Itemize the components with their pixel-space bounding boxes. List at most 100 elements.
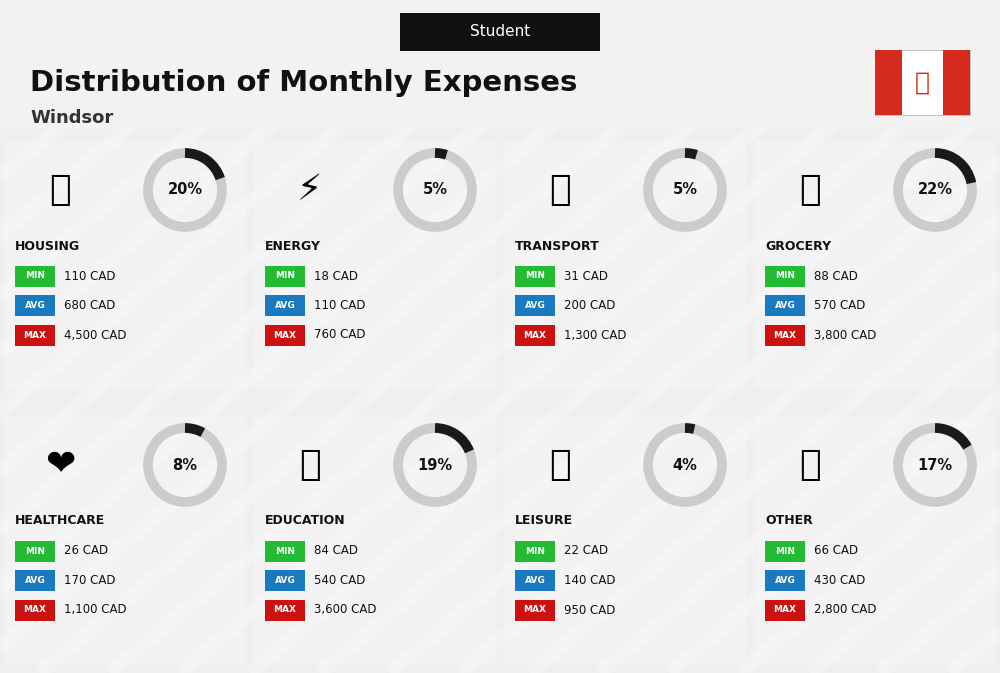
Text: MIN: MIN: [775, 271, 795, 281]
Text: Windsor: Windsor: [30, 109, 113, 127]
FancyBboxPatch shape: [15, 266, 55, 287]
Text: 200 CAD: 200 CAD: [564, 299, 615, 312]
FancyBboxPatch shape: [254, 417, 496, 664]
Text: 🎓: 🎓: [299, 448, 321, 482]
Text: MIN: MIN: [275, 546, 295, 555]
FancyBboxPatch shape: [765, 540, 805, 561]
Text: 💰: 💰: [799, 448, 821, 482]
FancyBboxPatch shape: [765, 324, 805, 345]
Text: HOUSING: HOUSING: [15, 240, 80, 252]
Text: 17%: 17%: [917, 458, 953, 472]
FancyBboxPatch shape: [265, 600, 305, 621]
FancyBboxPatch shape: [875, 50, 970, 115]
Text: 19%: 19%: [417, 458, 453, 472]
FancyBboxPatch shape: [254, 142, 496, 389]
Text: 5%: 5%: [672, 182, 698, 197]
Text: ❤: ❤: [45, 448, 75, 482]
Text: 110 CAD: 110 CAD: [314, 299, 365, 312]
Text: 22%: 22%: [918, 182, 952, 197]
Text: AVG: AVG: [775, 576, 795, 585]
Text: MAX: MAX: [274, 606, 296, 614]
Text: MIN: MIN: [525, 271, 545, 281]
FancyBboxPatch shape: [15, 295, 55, 316]
FancyBboxPatch shape: [515, 600, 555, 621]
Text: MAX: MAX: [24, 606, 46, 614]
Text: LEISURE: LEISURE: [515, 514, 573, 528]
FancyBboxPatch shape: [765, 600, 805, 621]
FancyBboxPatch shape: [265, 266, 305, 287]
Text: TRANSPORT: TRANSPORT: [515, 240, 600, 252]
Text: OTHER: OTHER: [765, 514, 813, 528]
FancyBboxPatch shape: [504, 142, 746, 389]
Text: 140 CAD: 140 CAD: [564, 574, 616, 587]
Text: ⚡: ⚡: [297, 173, 323, 207]
Text: 26 CAD: 26 CAD: [64, 544, 108, 557]
FancyBboxPatch shape: [943, 50, 970, 115]
Text: 22 CAD: 22 CAD: [564, 544, 608, 557]
Text: 170 CAD: 170 CAD: [64, 574, 116, 587]
Text: 20%: 20%: [167, 182, 203, 197]
Text: 4%: 4%: [673, 458, 697, 472]
FancyBboxPatch shape: [515, 540, 555, 561]
FancyBboxPatch shape: [15, 540, 55, 561]
FancyBboxPatch shape: [754, 417, 996, 664]
FancyBboxPatch shape: [0, 0, 1000, 128]
Text: 760 CAD: 760 CAD: [314, 328, 365, 341]
Text: 430 CAD: 430 CAD: [814, 574, 865, 587]
FancyBboxPatch shape: [754, 142, 996, 389]
FancyBboxPatch shape: [875, 50, 902, 115]
Text: AVG: AVG: [275, 576, 295, 585]
Text: 66 CAD: 66 CAD: [814, 544, 858, 557]
Text: MIN: MIN: [525, 546, 545, 555]
Text: 540 CAD: 540 CAD: [314, 574, 365, 587]
Text: MIN: MIN: [275, 271, 295, 281]
FancyBboxPatch shape: [265, 324, 305, 345]
Text: 3,600 CAD: 3,600 CAD: [314, 604, 376, 616]
Text: AVG: AVG: [25, 576, 45, 585]
Text: AVG: AVG: [775, 301, 795, 310]
Text: AVG: AVG: [525, 576, 545, 585]
Text: 88 CAD: 88 CAD: [814, 269, 858, 283]
Text: 8%: 8%: [173, 458, 198, 472]
FancyBboxPatch shape: [4, 417, 246, 664]
Text: 🚌: 🚌: [549, 173, 571, 207]
FancyBboxPatch shape: [265, 570, 305, 591]
FancyBboxPatch shape: [765, 266, 805, 287]
FancyBboxPatch shape: [4, 142, 246, 389]
Text: MIN: MIN: [25, 271, 45, 281]
Text: MAX: MAX: [524, 330, 546, 339]
Text: HEALTHCARE: HEALTHCARE: [15, 514, 105, 528]
Text: 🍁: 🍁: [915, 71, 930, 94]
Text: 4,500 CAD: 4,500 CAD: [64, 328, 126, 341]
Text: 950 CAD: 950 CAD: [564, 604, 615, 616]
Text: 1,300 CAD: 1,300 CAD: [564, 328, 626, 341]
Text: 🛒: 🛒: [799, 173, 821, 207]
FancyBboxPatch shape: [765, 295, 805, 316]
FancyBboxPatch shape: [515, 324, 555, 345]
FancyBboxPatch shape: [400, 13, 600, 51]
FancyBboxPatch shape: [515, 295, 555, 316]
Text: MAX: MAX: [524, 606, 546, 614]
Text: GROCERY: GROCERY: [765, 240, 831, 252]
Text: 31 CAD: 31 CAD: [564, 269, 608, 283]
Text: 110 CAD: 110 CAD: [64, 269, 116, 283]
Text: 🛍: 🛍: [549, 448, 571, 482]
FancyBboxPatch shape: [515, 570, 555, 591]
Text: ENERGY: ENERGY: [265, 240, 321, 252]
FancyBboxPatch shape: [265, 540, 305, 561]
FancyBboxPatch shape: [515, 266, 555, 287]
Text: 570 CAD: 570 CAD: [814, 299, 865, 312]
Text: MIN: MIN: [25, 546, 45, 555]
Text: 84 CAD: 84 CAD: [314, 544, 358, 557]
Text: Distribution of Monthly Expenses: Distribution of Monthly Expenses: [30, 69, 577, 97]
Text: MAX: MAX: [774, 606, 796, 614]
Text: MAX: MAX: [274, 330, 296, 339]
FancyBboxPatch shape: [765, 570, 805, 591]
Text: 18 CAD: 18 CAD: [314, 269, 358, 283]
FancyBboxPatch shape: [504, 417, 746, 664]
FancyBboxPatch shape: [15, 600, 55, 621]
FancyBboxPatch shape: [265, 295, 305, 316]
Text: 1,100 CAD: 1,100 CAD: [64, 604, 127, 616]
Text: 680 CAD: 680 CAD: [64, 299, 115, 312]
Text: AVG: AVG: [525, 301, 545, 310]
